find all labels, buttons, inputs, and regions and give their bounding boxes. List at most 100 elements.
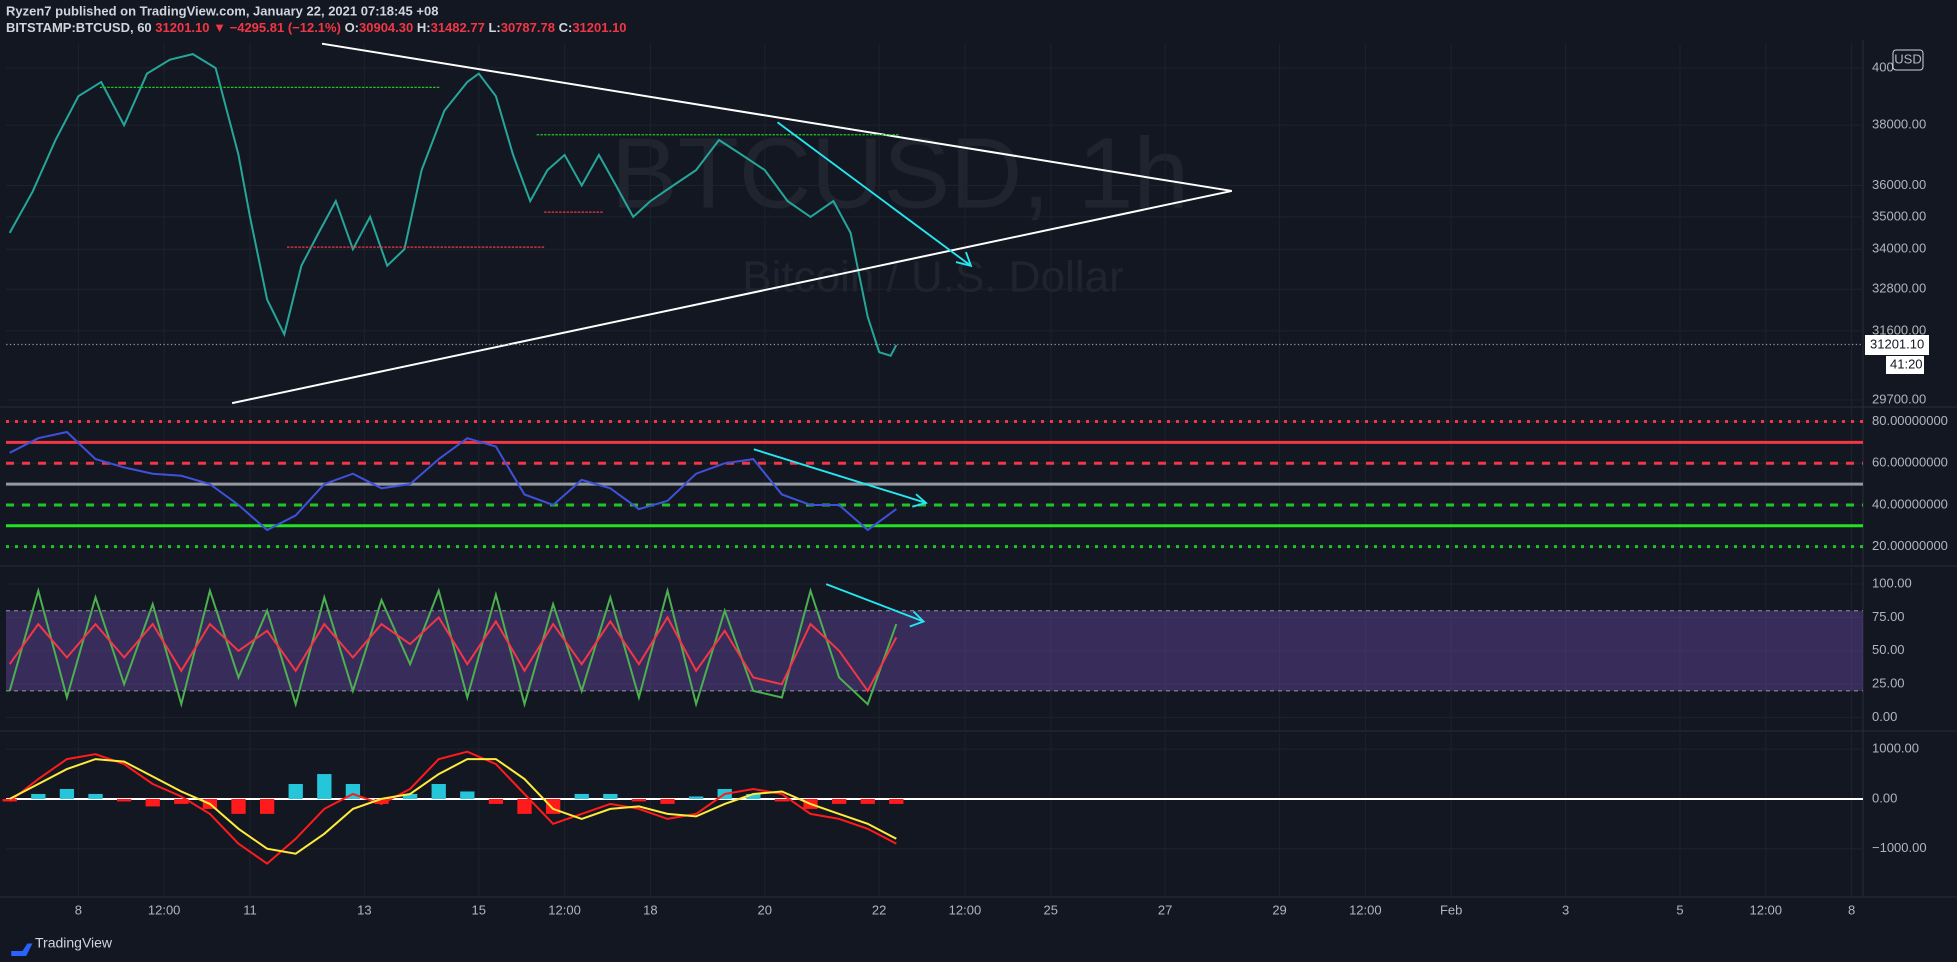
x-tick-label: 8 <box>75 902 82 917</box>
series-line <box>8 615 898 693</box>
last-price: 31201.10 <box>155 20 209 35</box>
y-tick-label: 1000.00 <box>1872 741 1919 756</box>
x-tick-label: 13 <box>357 902 371 917</box>
footer-brand: TradingView <box>35 935 113 951</box>
price-label: 31201.10 <box>1870 336 1924 351</box>
ohlc-value: 30787.78 <box>501 20 555 35</box>
arrow <box>753 448 927 504</box>
ohlc-value: 31482.77 <box>431 20 485 35</box>
y-tick-label: 38000.00 <box>1872 117 1926 132</box>
x-tick-label: 25 <box>1044 902 1058 917</box>
price-badge <box>1865 334 1929 355</box>
arrow-head <box>955 251 973 268</box>
y-tick-label: 20.00000000 <box>1872 538 1948 553</box>
x-tick-label: 12:00 <box>1349 902 1382 917</box>
y-tick-label: 36000.00 <box>1872 177 1926 192</box>
x-tick-label: 8 <box>1848 902 1855 917</box>
y-tick-label: 400 <box>1872 59 1894 74</box>
series-line <box>9 750 897 865</box>
histogram-bar <box>59 788 75 799</box>
histogram-bar <box>831 798 847 804</box>
histogram-bar <box>402 793 418 799</box>
histogram-bar <box>631 798 647 802</box>
x-tick-label: 18 <box>643 902 657 917</box>
x-tick-label: 22 <box>872 902 886 917</box>
x-tick-label: 27 <box>1158 902 1172 917</box>
symbol-line: BITSTAMP:BTCUSD, 60 31201.10 ▼ −4295.81 … <box>6 20 627 35</box>
histogram-bar <box>288 784 303 799</box>
panel: 0.00 25.00 50.00 75.00 100.00 <box>6 575 1912 724</box>
ohlc-value: 31201.10 <box>572 20 626 35</box>
histogram-bar <box>517 798 532 814</box>
panel: 400 38000.00 36000.00 35000.00 34000.00 32800… <box>6 49 1929 406</box>
histogram-bar <box>889 798 904 804</box>
histogram-bar <box>574 793 589 799</box>
x-tick-label: 11 <box>243 902 257 917</box>
ohlc-value: 30904.30 <box>359 20 413 35</box>
x-tick-label: 29 <box>1272 902 1286 917</box>
histogram-bar <box>374 798 389 804</box>
histogram-bar <box>774 798 790 802</box>
watermark-subtitle: Bitcoin / U.S. Dollar <box>742 253 1123 302</box>
y-tick-label: 29700.00 <box>1872 391 1926 406</box>
x-tick-label: 12:00 <box>548 902 581 917</box>
series-line <box>8 53 898 358</box>
histogram-bar <box>746 793 761 799</box>
arrow <box>776 121 972 267</box>
histogram-bar <box>860 798 875 804</box>
y-tick-label: 31600.00 <box>1872 322 1926 337</box>
arrow-head <box>909 610 926 628</box>
countdown: 41:20 <box>1890 356 1923 371</box>
panel: 20.00000000 40.00000000 60.00000000 80.0000… <box>6 413 1948 553</box>
publisher: Ryzen7 published on TradingView.com, Jan… <box>6 3 438 18</box>
x-tick-label: 3 <box>1562 902 1569 917</box>
symbol: BITSTAMP:BTCUSD, 60 <box>6 20 152 35</box>
currency: USD <box>1894 51 1921 66</box>
plot-layer: 8 12:00 11 13 15 12:00 18 20 22 12:00 25 27 29 12:00 F… <box>0 40 1957 917</box>
x-tick-label: 12:00 <box>1749 902 1782 917</box>
y-tick-label: 0.00 <box>1872 709 1897 724</box>
histogram-bar <box>431 784 446 799</box>
x-tick-label: Feb <box>1440 902 1462 917</box>
drawings <box>6 42 1864 956</box>
x-tick-label: 15 <box>472 902 486 917</box>
y-tick-label: 25.00 <box>1872 676 1905 691</box>
series-line <box>9 430 897 532</box>
y-tick-label: 100.00 <box>1872 575 1912 590</box>
ohlc-label: L: <box>488 20 500 35</box>
y-tick-label: 0.00 <box>1872 790 1897 805</box>
logo <box>11 943 33 956</box>
arrow-head <box>912 493 928 508</box>
histogram-bar <box>231 798 246 814</box>
series-line <box>8 586 898 709</box>
y-tick-label: 80.00000000 <box>1872 413 1948 428</box>
histogram-bar <box>145 798 160 807</box>
y-tick-label: 34000.00 <box>1872 241 1926 256</box>
trend-line <box>231 189 1232 405</box>
y-tick-label: 75.00 <box>1872 609 1905 624</box>
y-tick-label: 40.00000000 <box>1872 496 1948 511</box>
series-line <box>9 758 897 855</box>
arrow <box>825 583 924 623</box>
histogram-bar <box>317 774 332 799</box>
histogram-bar <box>603 793 618 799</box>
watermark: BTCUSD, 1h <box>611 117 1189 229</box>
x-tick-label: 20 <box>758 902 772 917</box>
ohlc-label: H: <box>417 20 431 35</box>
histogram-bar <box>488 798 504 804</box>
y-tick-label: 35000.00 <box>1872 208 1926 223</box>
panel: −1000.00 0.00 1000.00 <box>2 741 1927 865</box>
histogram-bar <box>88 793 103 799</box>
y-tick-label: −1000.00 <box>1872 840 1927 855</box>
histogram-bar <box>688 796 704 799</box>
histogram-bar <box>460 791 475 799</box>
currency-badge <box>1892 49 1924 71</box>
ohlc-label: C: <box>559 20 573 35</box>
y-tick-label: 32800.00 <box>1872 281 1926 296</box>
histogram-bar <box>116 798 132 802</box>
x-tick-label: 12:00 <box>148 902 181 917</box>
ohlc-label: O: <box>345 20 359 35</box>
histogram-bar <box>259 798 275 814</box>
band <box>6 610 1863 691</box>
